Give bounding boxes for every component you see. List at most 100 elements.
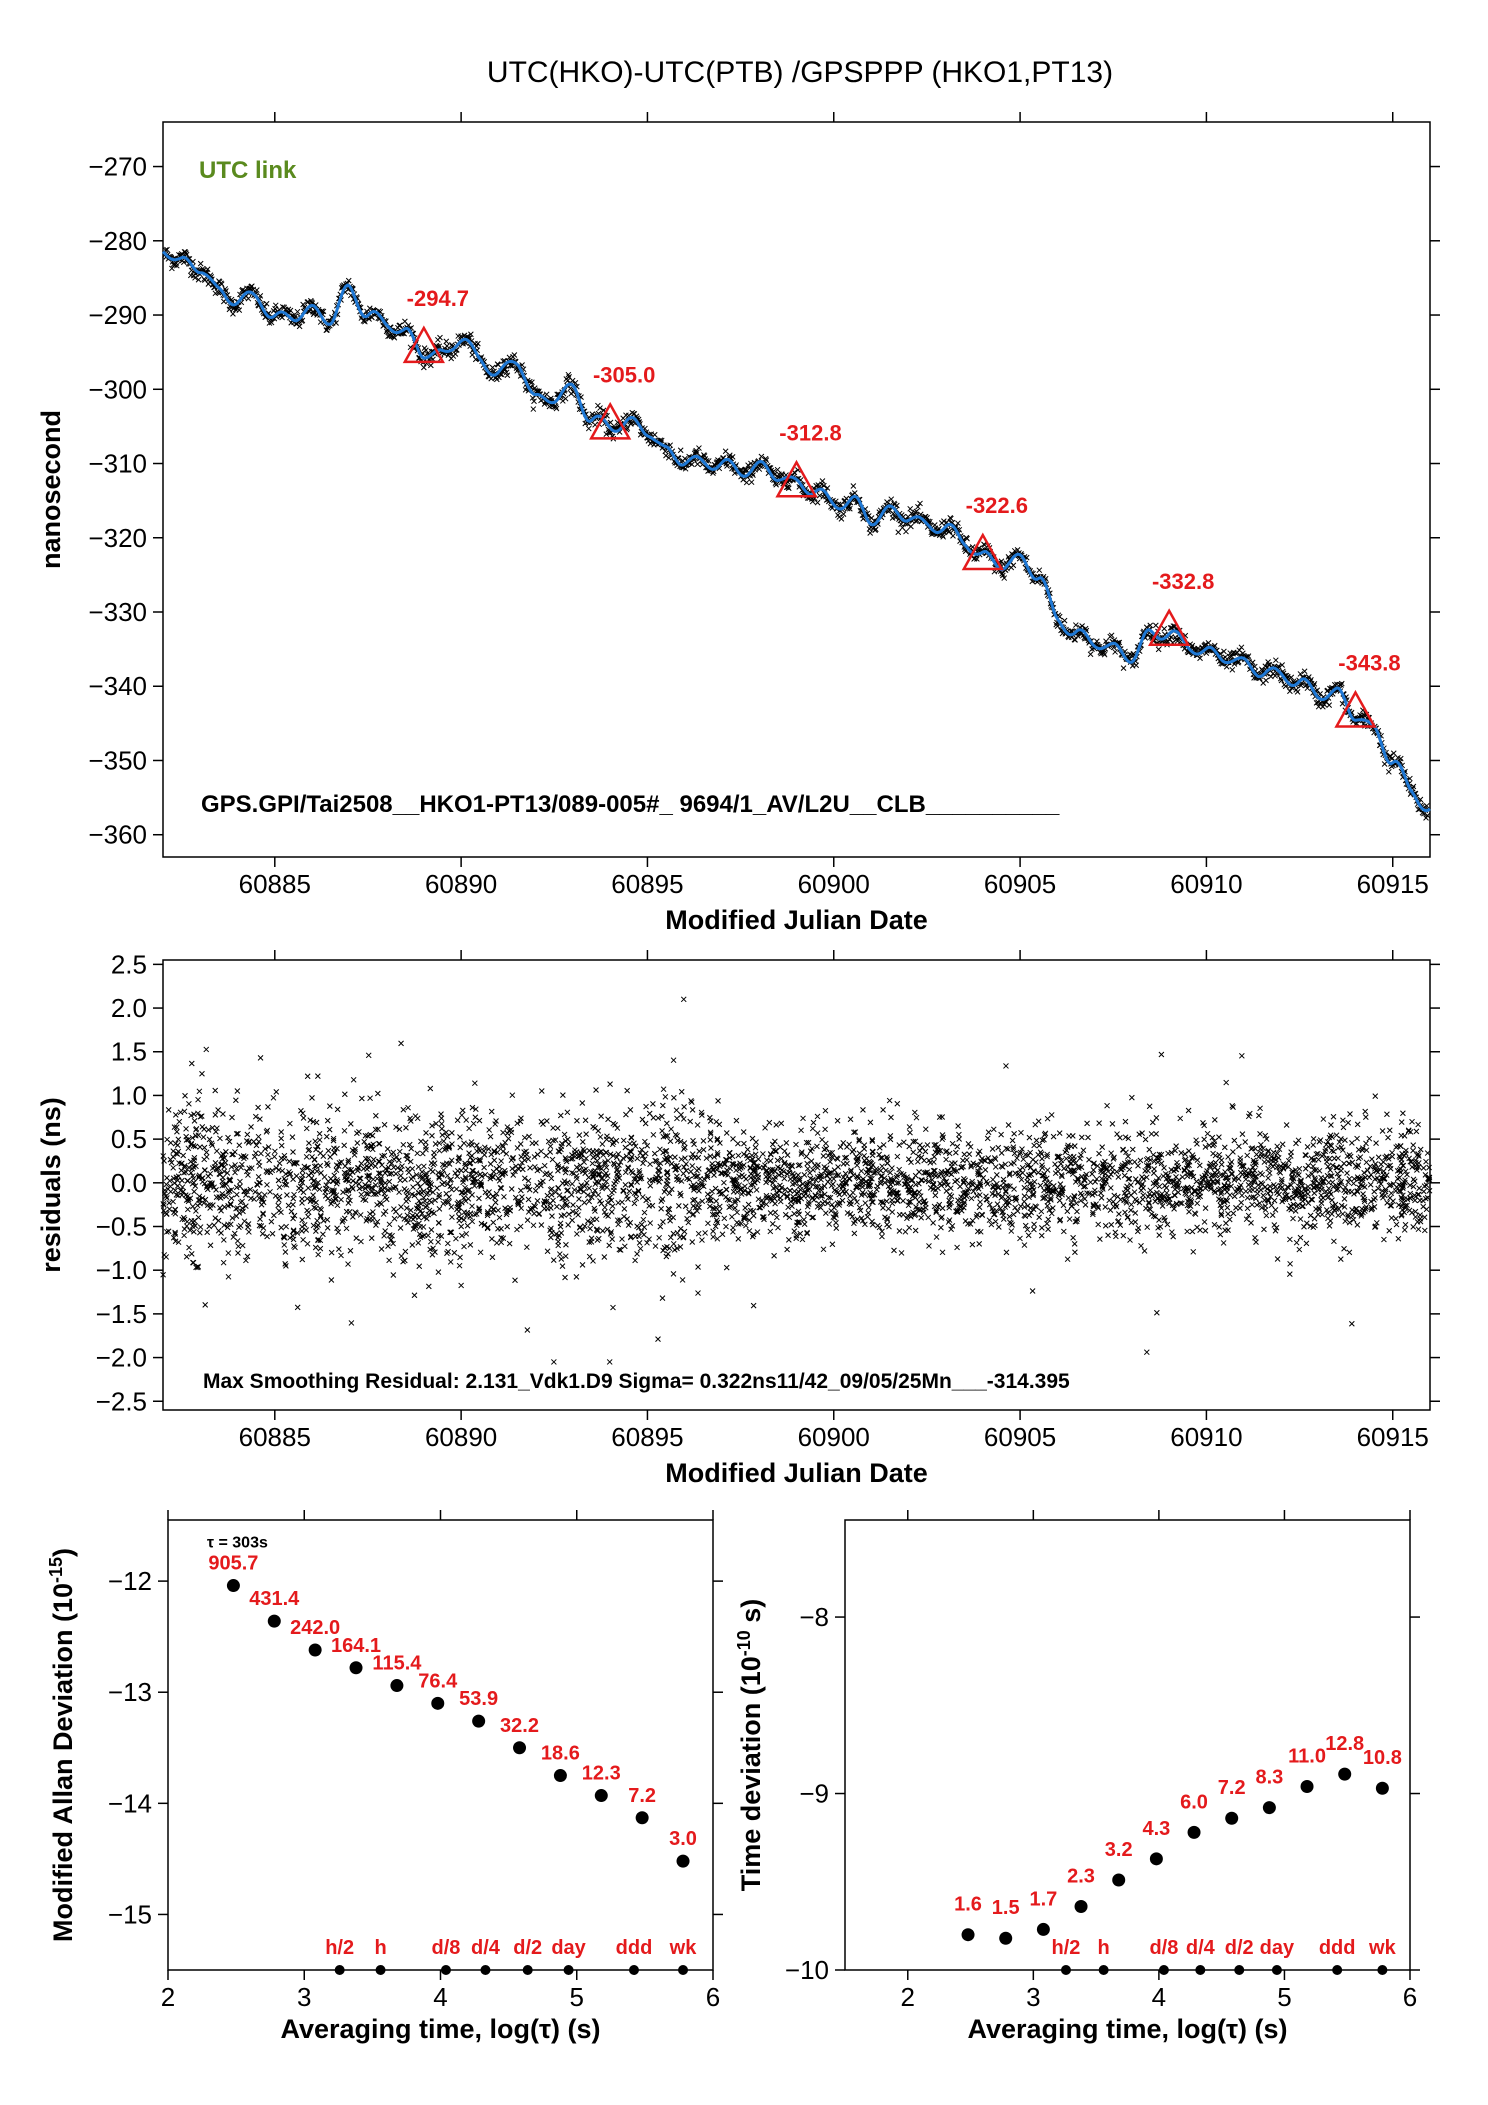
residual-point (202, 1302, 209, 1308)
residual-point (275, 1202, 282, 1209)
main-data-point (1155, 646, 1162, 653)
residual-point (583, 1131, 589, 1137)
residual-point (370, 1141, 377, 1148)
residual-point (730, 1136, 736, 1142)
residual-point (1193, 1178, 1200, 1185)
residual-point (822, 1107, 829, 1114)
main-data-point (1315, 703, 1322, 710)
residual-point (947, 1185, 954, 1192)
main-data-point (1108, 632, 1115, 639)
main-data-point (950, 533, 956, 539)
residual-point (835, 1172, 842, 1178)
residual-point (1354, 1135, 1360, 1142)
residual-point (382, 1208, 389, 1215)
residual-point (880, 1106, 886, 1113)
residual-point (320, 1217, 327, 1224)
main-data-point (1385, 768, 1392, 775)
residual-point (994, 1201, 1001, 1207)
residual-point (1371, 1188, 1378, 1195)
residual-point (1386, 1227, 1393, 1234)
residual-point (905, 1156, 912, 1163)
residual-point (532, 1187, 539, 1194)
residual-point (1225, 1210, 1231, 1217)
residual-point (378, 1201, 385, 1207)
residual-point (998, 1150, 1005, 1156)
residual-point (1183, 1191, 1190, 1198)
residual-point (685, 1219, 692, 1226)
residual-point (696, 1148, 703, 1155)
residuals-points (160, 996, 1433, 1365)
residual-point (346, 1209, 353, 1215)
residual-point (1116, 1211, 1122, 1217)
residual-point (1071, 1143, 1078, 1149)
residual-point (1272, 1207, 1279, 1213)
residual-point (189, 1203, 196, 1210)
residuals-chart: 60885 60890 60895 60900 60905 60910 609152.52.… (36, 949, 1440, 1488)
residual-point (207, 1242, 214, 1249)
main-data-point (170, 261, 177, 268)
residual-point (918, 1214, 925, 1221)
main-data-point (296, 323, 303, 330)
residual-point (199, 1123, 206, 1130)
residual-point (1131, 1189, 1138, 1195)
residual-point (833, 1225, 840, 1231)
residual-point (257, 1216, 263, 1222)
main-data-point (894, 502, 900, 509)
residual-point (418, 1189, 425, 1196)
residual-point (1060, 1202, 1067, 1209)
main-data-point (816, 492, 823, 499)
residual-point (1080, 1147, 1087, 1154)
residual-point (954, 1177, 961, 1184)
residual-point (1366, 1135, 1373, 1142)
residual-point (1224, 1204, 1231, 1211)
residual-point (665, 1250, 671, 1257)
residual-point (186, 1100, 192, 1107)
residual-point (326, 1103, 333, 1109)
residual-point (427, 1238, 434, 1245)
main-data-point (215, 289, 222, 296)
residual-point (715, 1097, 721, 1104)
residual-point (299, 1172, 306, 1179)
residual-point (641, 1209, 648, 1216)
residual-point (235, 1250, 241, 1256)
residual-point (1386, 1127, 1393, 1134)
residual-point (671, 1094, 677, 1101)
residual-point (381, 1232, 387, 1239)
residual-point (1095, 1221, 1102, 1228)
main-data-point (913, 508, 920, 515)
residual-point (1201, 1136, 1208, 1143)
residual-point (462, 1167, 469, 1174)
residual-point (550, 1125, 556, 1131)
residual-point (423, 1129, 429, 1136)
residual-point (1128, 1207, 1134, 1214)
residual-point (256, 1163, 263, 1169)
residual-point (830, 1181, 836, 1187)
residual-point (678, 1088, 685, 1095)
residual-point (1194, 1224, 1200, 1231)
residual-point (1011, 1186, 1017, 1192)
residual-point (1260, 1192, 1267, 1199)
residual-point (214, 1125, 220, 1132)
main-data-point (1001, 575, 1008, 581)
main-data-point (195, 276, 202, 283)
main-data-point (1111, 637, 1118, 643)
main-data-point (785, 485, 792, 492)
residual-point (384, 1146, 391, 1152)
residual-point (659, 1295, 666, 1301)
residual-point (425, 1283, 432, 1290)
residual-point (1283, 1122, 1290, 1128)
residual-point (708, 1145, 714, 1151)
residual-point (1350, 1180, 1357, 1187)
residual-point (562, 1253, 569, 1260)
residual-point (976, 1240, 983, 1247)
residual-point (762, 1124, 768, 1131)
residual-point (907, 1129, 913, 1136)
residual-point (952, 1149, 959, 1156)
residual-point (993, 1172, 1000, 1178)
residual-point (272, 1148, 278, 1155)
residual-point (707, 1118, 714, 1124)
residual-point (353, 1235, 360, 1241)
main-data-point (1120, 665, 1127, 672)
residual-point (879, 1233, 885, 1240)
residual-point (1305, 1200, 1312, 1206)
